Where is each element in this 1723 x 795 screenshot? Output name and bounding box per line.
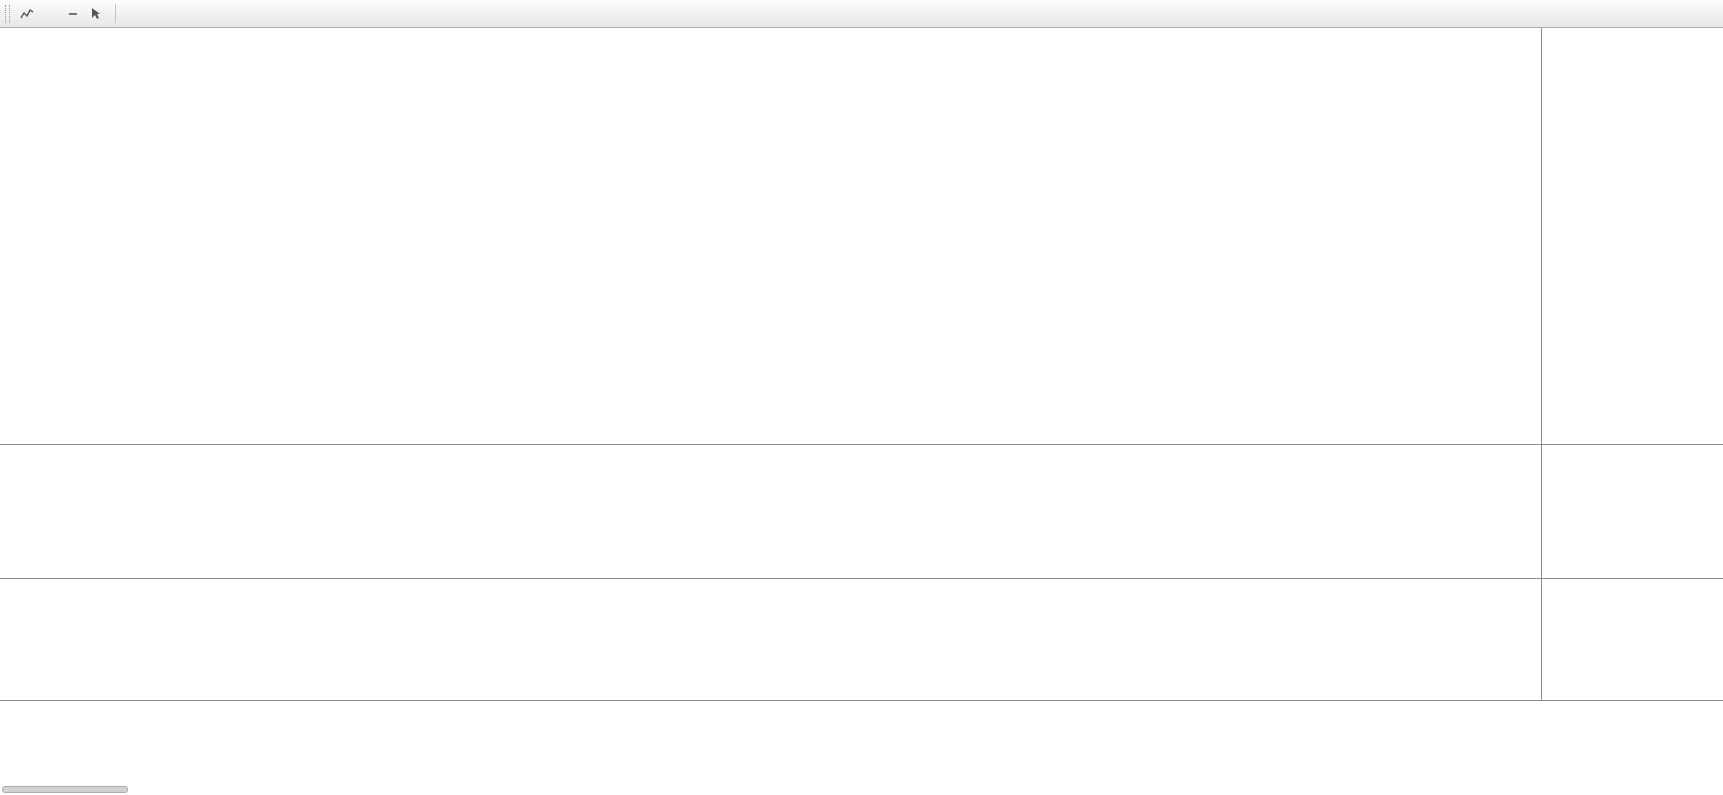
pane-divider-macd[interactable] — [0, 444, 1723, 445]
toolbar-separator — [115, 4, 116, 23]
indicator-tool-button[interactable] — [14, 3, 40, 25]
toolbar-grip[interactable] — [5, 4, 10, 23]
text-annotation-button[interactable] — [40, 3, 62, 25]
letter-t-icon — [69, 12, 77, 15]
toolbar — [0, 0, 1723, 28]
pane-divider-rsi[interactable] — [0, 578, 1723, 579]
rsi-pane-canvas[interactable] — [0, 580, 1540, 700]
bottom-strip — [0, 719, 1723, 795]
price-scale[interactable] — [1541, 28, 1723, 700]
main-chart-canvas[interactable] — [0, 28, 1540, 444]
macd-pane-canvas[interactable] — [0, 446, 1540, 578]
chart-lines-icon — [20, 8, 34, 18]
time-axis[interactable] — [0, 700, 1723, 719]
bottom-left-bar — [2, 786, 128, 793]
cursor-tool-button[interactable] — [84, 3, 110, 25]
cursor-icon — [92, 8, 100, 19]
text-label-button[interactable] — [62, 3, 84, 25]
